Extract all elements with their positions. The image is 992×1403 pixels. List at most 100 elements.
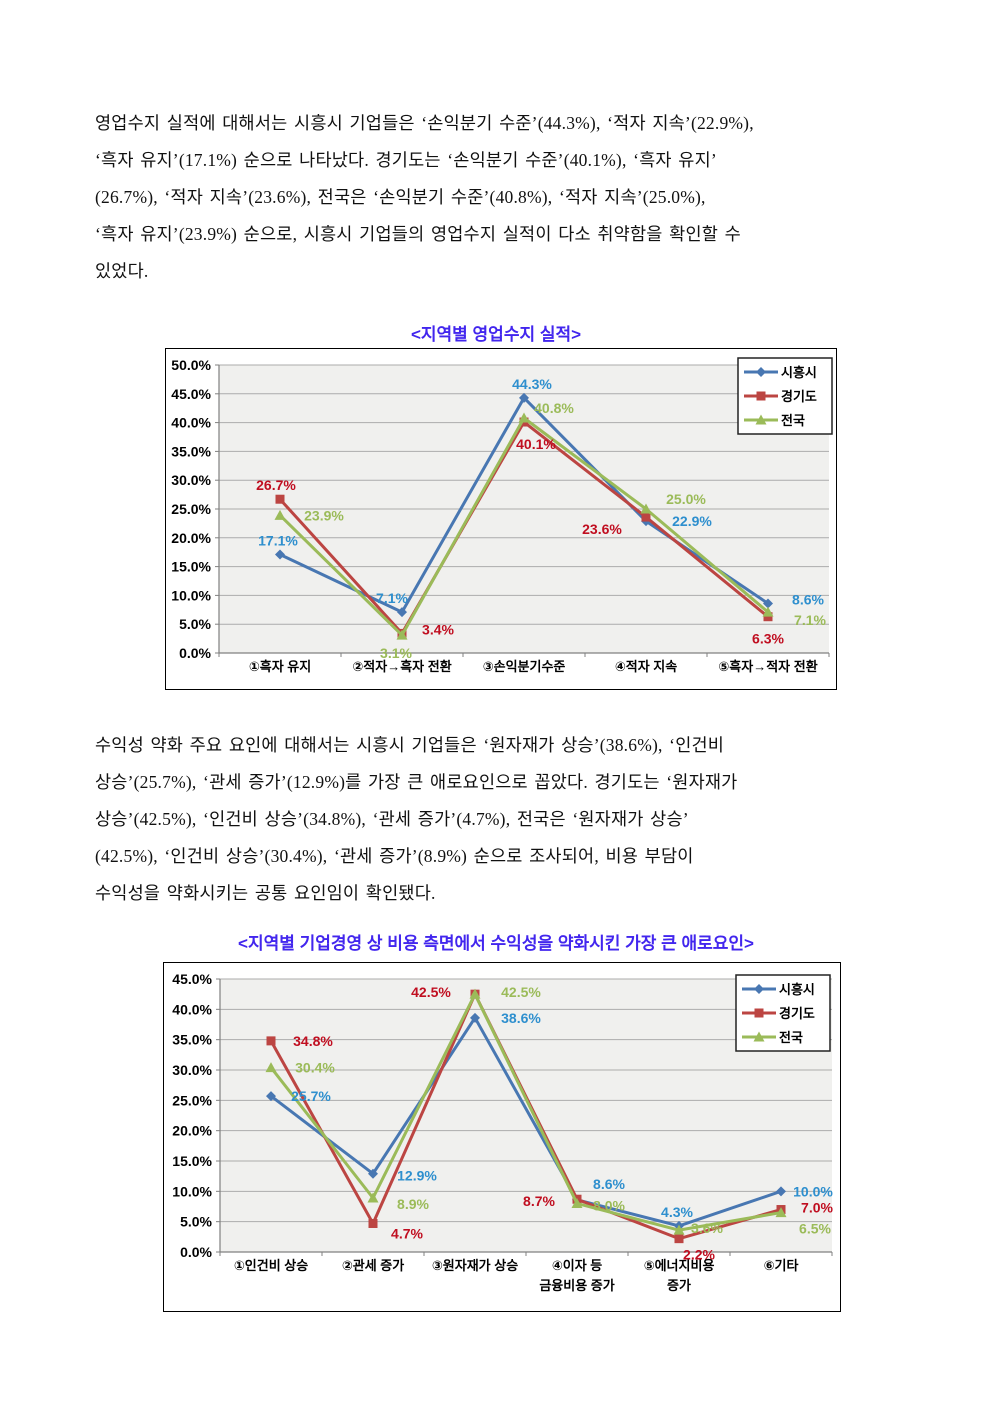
series-labels-시흥시: 25.7% 12.9% 38.6% 8.6% 4.3% 10.0%: [291, 1010, 833, 1220]
square-marker: [641, 512, 651, 522]
y-axis-tick-label: 10.0%: [172, 1183, 212, 1199]
legend-label: 시흥시: [779, 982, 815, 997]
data-label: 4.7%: [391, 1225, 423, 1241]
data-label: 8.9%: [397, 1196, 429, 1212]
paragraph-line: 있었다.: [95, 261, 149, 281]
series-labels-전국: 30.4% 8.9% 42.5% 8.0% 3.6% 6.5%: [295, 984, 831, 1236]
paragraph-line: 수익성 약화 주요 요인에 대해서는 시흥시 기업들은 ‘원자재가 상승’(38…: [95, 735, 725, 755]
data-label: 25.7%: [291, 1088, 331, 1104]
paragraph-line: ‘흑자 유지’(17.1%) 순으로 나타났다. 경기도는 ‘손익분기 수준’(…: [95, 150, 717, 170]
x-axis-category-label: ⑥기타: [764, 1258, 799, 1273]
data-label: 6.3%: [752, 631, 784, 647]
legend-label: 경기도: [779, 1006, 815, 1021]
y-axis-tick-label: 20.0%: [171, 530, 211, 546]
y-axis-tick-label: 30.0%: [171, 472, 211, 488]
data-label: 4.3%: [661, 1204, 693, 1220]
paragraph-line: 영업수지 실적에 대해서는 시흥시 기업들은 ‘손익분기 수준’(44.3%),…: [95, 113, 754, 133]
series-labels-경기도: 26.7% 3.4% 40.1% 23.6% 6.3%: [256, 436, 784, 647]
data-label: 8.6%: [792, 591, 824, 607]
data-label: 38.6%: [501, 1010, 541, 1026]
y-axis-tick-label: 25.0%: [172, 1092, 212, 1108]
triangle-marker: [469, 988, 481, 999]
paragraph-line: 상승’(25.7%), ‘관세 증가’(12.9%)를 가장 큰 애로요인으로 …: [95, 772, 738, 792]
diamond-marker: [754, 984, 764, 994]
y-axis-tick-label: 15.0%: [171, 559, 211, 575]
data-label: 44.3%: [512, 376, 552, 392]
square-marker: [674, 1234, 684, 1244]
x-axis-category-label: ③원자재가 상승: [432, 1258, 518, 1273]
x-axis-category-label: ①흑자 유지: [249, 659, 311, 674]
triangle-marker: [762, 606, 774, 617]
diamond-marker: [275, 549, 285, 560]
diamond-marker: [266, 1091, 276, 1102]
series-전국: [265, 988, 787, 1235]
y-axis-tick-label: 5.0%: [179, 616, 211, 632]
y-axis-tick-label: 50.0%: [171, 357, 211, 373]
data-label: 30.4%: [295, 1060, 335, 1076]
diamond-marker: [763, 598, 773, 609]
x-axis-category-label: ④이자 등 금융비용 증가: [539, 1258, 614, 1293]
data-label: 8.6%: [593, 1176, 625, 1192]
data-label: 3.6%: [691, 1220, 723, 1236]
triangle-marker: [755, 414, 767, 425]
y-axis-tick-label: 40.0%: [172, 1001, 212, 1017]
data-label: 17.1%: [258, 533, 298, 549]
data-label: 2.2%: [683, 1247, 715, 1263]
y-axis-tick-label: 35.0%: [171, 443, 211, 459]
x-axis-category-label: ②적자→흑자 전환: [352, 659, 451, 674]
triangle-marker: [274, 509, 286, 520]
diamond-marker: [776, 1186, 786, 1197]
diamond-marker: [519, 392, 529, 403]
data-label: 22.9%: [672, 513, 712, 529]
triangle-marker: [518, 412, 530, 423]
y-axis-tick-label: 0.0%: [180, 1244, 212, 1260]
y-axis-tick-label: 45.0%: [172, 971, 212, 987]
data-label: 40.1%: [516, 436, 556, 452]
data-label: 8.7%: [523, 1193, 555, 1209]
chart-title-cost-factors: <지역별 기업경영 상 비용 측면에서 수익성을 약화시킨 가장 큰 애로요인>: [238, 934, 754, 953]
legend-label: 시흥시: [781, 365, 817, 380]
y-axis-tick-label: 40.0%: [171, 415, 211, 431]
data-label: 40.8%: [534, 400, 574, 416]
data-label: 3.4%: [422, 621, 454, 637]
square-marker: [275, 494, 285, 504]
paragraph-profitability-factors: 수익성 약화 주요 요인에 대해서는 시흥시 기업들은 ‘원자재가 상승’(38…: [95, 727, 900, 912]
data-label: 7.1%: [376, 590, 408, 606]
x-axis-category-label: ⑤에너지비용 증가: [644, 1258, 715, 1293]
data-label: 23.9%: [304, 507, 344, 523]
y-axis-tick-label: 20.0%: [172, 1123, 212, 1139]
data-label: 23.6%: [582, 521, 622, 537]
data-label: 3.1%: [380, 645, 412, 661]
data-label: 34.8%: [293, 1033, 333, 1049]
triangle-marker: [640, 503, 652, 514]
data-label: 42.5%: [501, 984, 541, 1000]
y-axis-tick-label: 30.0%: [172, 1062, 212, 1078]
series-labels-경기도: 34.8% 4.7% 42.5% 8.7% 2.2% 7.0%: [293, 984, 833, 1262]
paragraph-line: 수익성을 약화시키는 공통 요인임이 확인됐다.: [95, 883, 436, 903]
paragraph-line: ‘흑자 유지’(23.9%) 순으로, 시흥시 기업들의 영업수지 실적이 다소…: [95, 224, 741, 244]
data-label: 26.7%: [256, 477, 296, 493]
legend-label: 전국: [781, 413, 805, 428]
x-axis-category-label: ④적자 지속: [615, 659, 677, 674]
triangle-marker: [367, 1192, 379, 1203]
square-marker: [368, 1218, 378, 1228]
legend-label: 전국: [779, 1030, 803, 1045]
data-label: 10.0%: [793, 1183, 833, 1199]
triangle-marker: [571, 1197, 583, 1208]
diamond-marker: [756, 367, 766, 377]
data-label: 7.0%: [801, 1200, 833, 1216]
y-axis-tick-label: 45.0%: [171, 386, 211, 402]
y-axis-tick-label: 0.0%: [179, 645, 211, 661]
line-chart-cost-factors-svg: 0.0% 5.0% 10.0% 15.0% 20.0% 25.0% 30.0% 35.0% 40…: [172, 971, 833, 1293]
triangle-marker: [265, 1062, 277, 1073]
y-axis-tick-label: 35.0%: [172, 1032, 212, 1048]
data-label: 25.0%: [666, 491, 706, 507]
x-axis-category-label: ③손익분기수준: [483, 659, 566, 674]
triangle-marker: [673, 1224, 685, 1235]
y-axis-tick-label: 10.0%: [171, 587, 211, 603]
paragraph-line: 상승’(42.5%), ‘인건비 상승’(34.8%), ‘관세 증가’(4.7…: [95, 809, 689, 829]
diamond-marker: [470, 1012, 480, 1023]
triangle-marker: [753, 1031, 765, 1042]
